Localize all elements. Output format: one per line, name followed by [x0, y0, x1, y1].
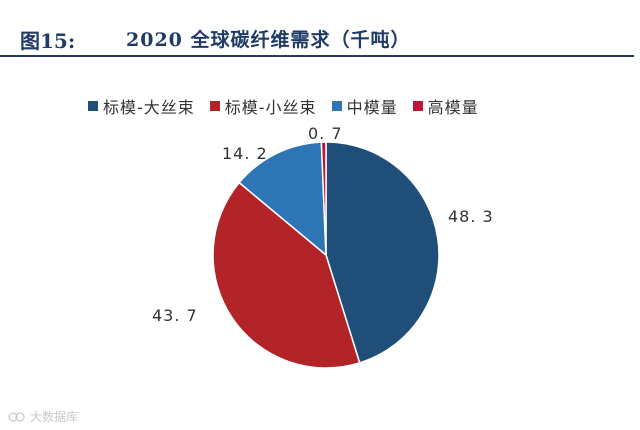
- pie-slice-3: [320, 141, 327, 256]
- figure-header: 图15: 2020 全球碳纤维需求（千吨）: [0, 0, 640, 58]
- legend-item-3: 高模量: [412, 94, 479, 118]
- legend-item-2: 中模量: [331, 94, 398, 118]
- figure-label: 图15:: [20, 29, 76, 53]
- pie-data-label-3: 0. 7: [308, 124, 343, 143]
- legend-swatch-3: [412, 101, 423, 111]
- legend-label-3: 高模量: [427, 98, 479, 117]
- watermark-logo-icon: [8, 411, 25, 422]
- watermark-text: 大数据库: [30, 410, 79, 424]
- legend-item-0: 标模-大丝束: [88, 94, 195, 118]
- legend-item-1: 标模-小丝束: [209, 94, 317, 118]
- header-rule: [0, 55, 634, 57]
- pie-slice-2: [238, 141, 327, 257]
- pie-data-label-0: 48. 3: [448, 207, 494, 226]
- legend-label-1: 标模-小丝束: [224, 98, 317, 117]
- chart-legend: 标模-大丝束 标模-小丝束 中模量 高模量: [88, 95, 494, 117]
- figure-title: 2020 全球碳纤维需求（千吨）: [126, 29, 411, 51]
- legend-label-2: 中模量: [346, 98, 398, 117]
- pie-data-label-2: 14. 2: [222, 144, 268, 163]
- legend-label-0: 标模-大丝束: [103, 98, 195, 117]
- pie-slice-0: [325, 141, 440, 364]
- legend-swatch-2: [331, 101, 342, 111]
- legend-swatch-0: [88, 101, 98, 111]
- pie-slice-1: [212, 181, 361, 369]
- watermark: 大数据库: [8, 408, 78, 425]
- pie-data-label-1: 43. 7: [152, 306, 198, 325]
- legend-swatch-1: [209, 101, 220, 111]
